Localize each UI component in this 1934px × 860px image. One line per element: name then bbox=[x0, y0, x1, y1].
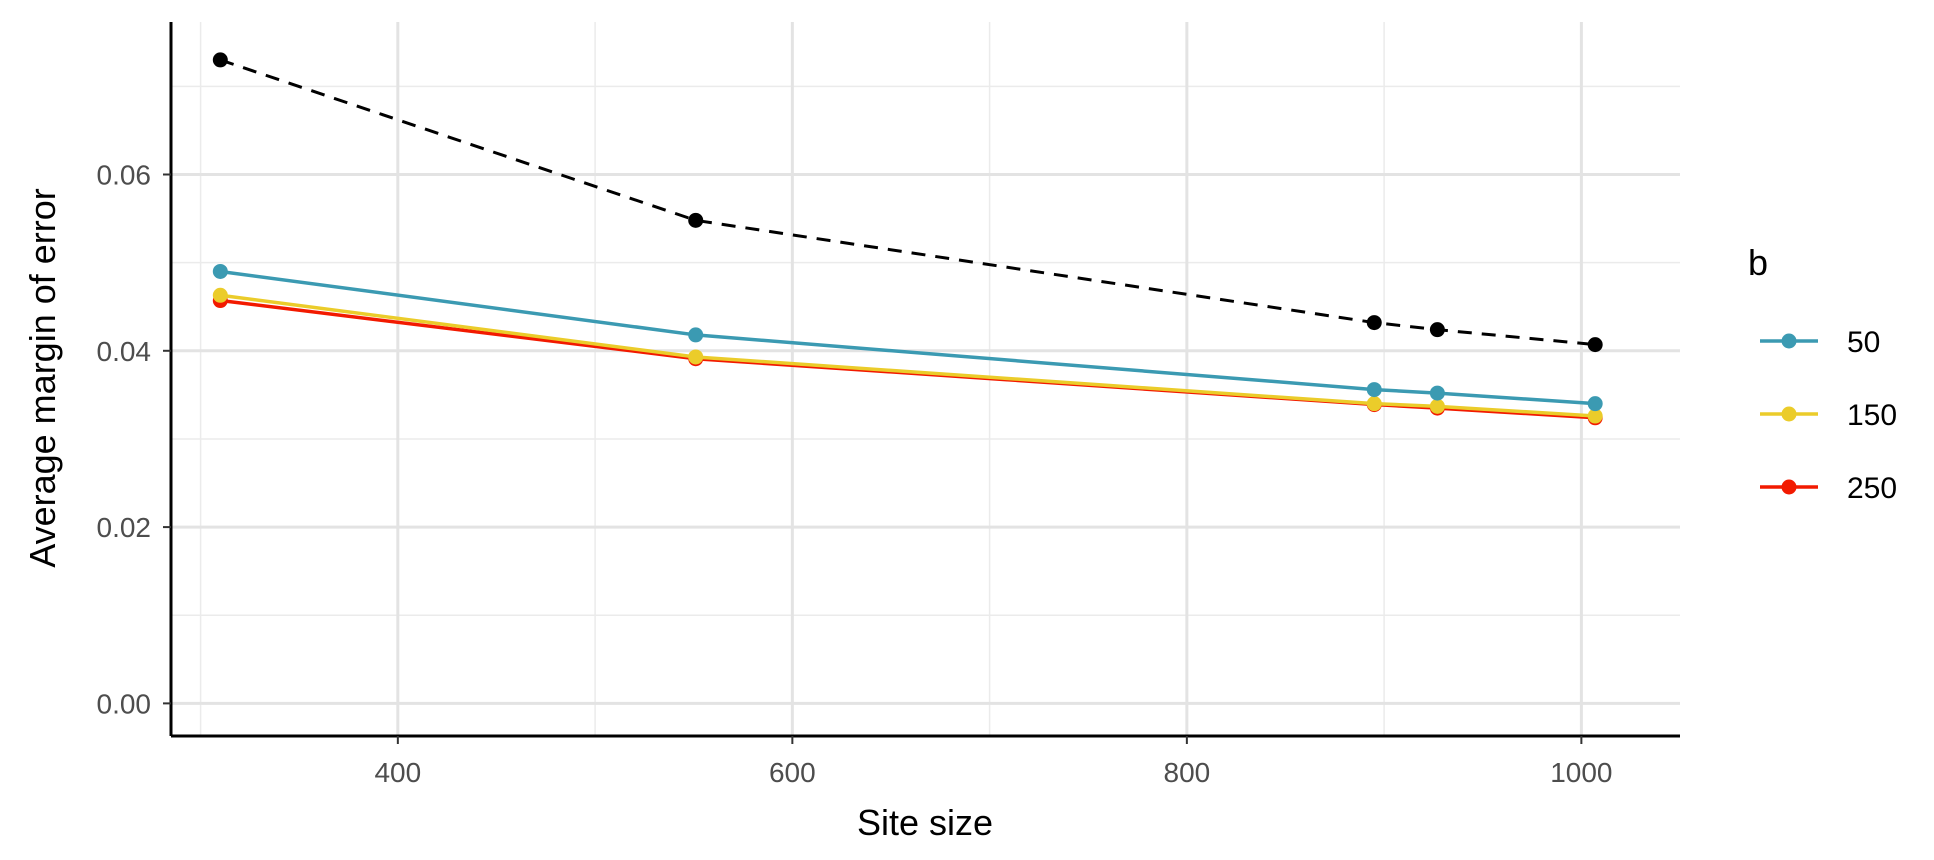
y-axis-title: Average margin of error bbox=[22, 188, 63, 568]
legend-key-point-250 bbox=[1781, 479, 1797, 495]
series-point-50 bbox=[1366, 382, 1382, 398]
legend-label-250: 250 bbox=[1847, 472, 1897, 505]
reference-point bbox=[1587, 337, 1603, 353]
series-line-50 bbox=[220, 269, 1596, 406]
x-tick-label: 600 bbox=[769, 757, 816, 788]
grid bbox=[171, 22, 1680, 736]
legend-title: b bbox=[1748, 242, 1768, 283]
series-point-150 bbox=[1366, 396, 1382, 412]
legend-key-point-50 bbox=[1781, 333, 1797, 349]
reference-dashed-line bbox=[219, 58, 1596, 347]
x-tick-label: 800 bbox=[1164, 757, 1211, 788]
x-tick-label: 1000 bbox=[1550, 757, 1612, 788]
series bbox=[212, 52, 1603, 426]
series-point-50 bbox=[1429, 385, 1445, 401]
legend-label-50: 50 bbox=[1847, 326, 1880, 359]
series-point-150 bbox=[1587, 408, 1603, 424]
y-tick-label: 0.06 bbox=[97, 159, 152, 190]
legend-items: 50 150 250 bbox=[1760, 326, 1897, 505]
series-line-150 bbox=[220, 293, 1596, 418]
series-point-50 bbox=[1587, 396, 1603, 412]
reference-point bbox=[1429, 322, 1445, 338]
reference-point bbox=[1366, 315, 1382, 331]
y-tick-label: 0.02 bbox=[97, 512, 152, 543]
legend: b 50 150 250 bbox=[1748, 242, 1897, 505]
legend-key-point-150 bbox=[1781, 406, 1797, 422]
reference-point bbox=[212, 52, 228, 68]
y-tick-label: 0.00 bbox=[97, 688, 152, 719]
series-point-50 bbox=[212, 263, 228, 279]
series-point-150 bbox=[688, 349, 704, 365]
axes bbox=[169, 22, 1680, 738]
reference-point bbox=[688, 212, 704, 228]
series-point-150 bbox=[212, 287, 228, 303]
y-tick-label: 0.04 bbox=[97, 336, 152, 367]
legend-label-150: 150 bbox=[1847, 399, 1897, 432]
tick-labels: 400 600 800 1000 0.00 0.02 0.04 0.06 bbox=[97, 159, 1613, 788]
x-tick-label: 400 bbox=[374, 757, 421, 788]
series-point-50 bbox=[688, 327, 704, 343]
series-point-150 bbox=[1429, 398, 1445, 414]
series-line-250 bbox=[220, 298, 1596, 420]
x-axis-title: Site size bbox=[857, 802, 993, 843]
